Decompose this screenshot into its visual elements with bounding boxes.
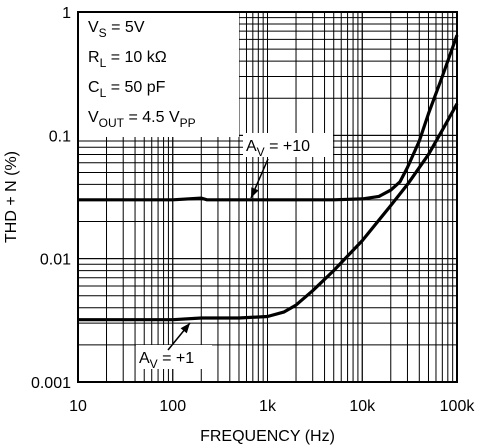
x-tick-label: 100 — [159, 398, 186, 415]
curve-annotations: AV = +10 AV = +1 — [136, 133, 333, 371]
plot-frame — [77, 11, 458, 383]
y-axis-title: THD + N (%) — [3, 151, 20, 243]
y-tick-label: 1 — [62, 5, 71, 22]
x-tick-label: 1k — [259, 398, 277, 415]
x-tick-label: 10k — [349, 398, 376, 415]
label-av-1: AV = +1 — [139, 350, 194, 371]
series-line-av-10 — [78, 34, 459, 202]
y-tick-labels: 0.001 0.01 0.1 1 — [31, 5, 71, 392]
condition-text: VS = 5V — [88, 19, 145, 40]
series-line-av-1 — [78, 103, 459, 322]
conditions-box: VS = 5V RL = 10 kΩ CL = 50 pF VOUT = 4.5 VP… — [79, 13, 239, 137]
y-tick-label: 0.001 — [31, 375, 71, 392]
arrow-av-1-head — [180, 323, 190, 334]
y-tick-label: 0.01 — [40, 252, 71, 269]
arrow-av-10-head — [251, 187, 259, 198]
condition-text: CL = 50 pF — [88, 79, 166, 100]
label-av-1-background — [136, 345, 212, 369]
condition-text: VOUT = 4.5 VPP — [88, 109, 196, 130]
label-av-10-background — [243, 133, 333, 157]
label-av-10: AV = +10 — [246, 138, 310, 159]
x-axis-title: FREQUENCY (Hz) — [200, 428, 335, 445]
conditions-background — [79, 13, 239, 137]
x-tick-label: 10 — [69, 398, 87, 415]
data-series — [78, 34, 459, 322]
x-tick-label: 100k — [440, 398, 476, 415]
x-tick-labels: 10 100 1k 10k 100k — [69, 398, 475, 415]
condition-text: RL = 10 kΩ — [88, 49, 167, 70]
y-tick-label: 0.1 — [49, 128, 71, 145]
